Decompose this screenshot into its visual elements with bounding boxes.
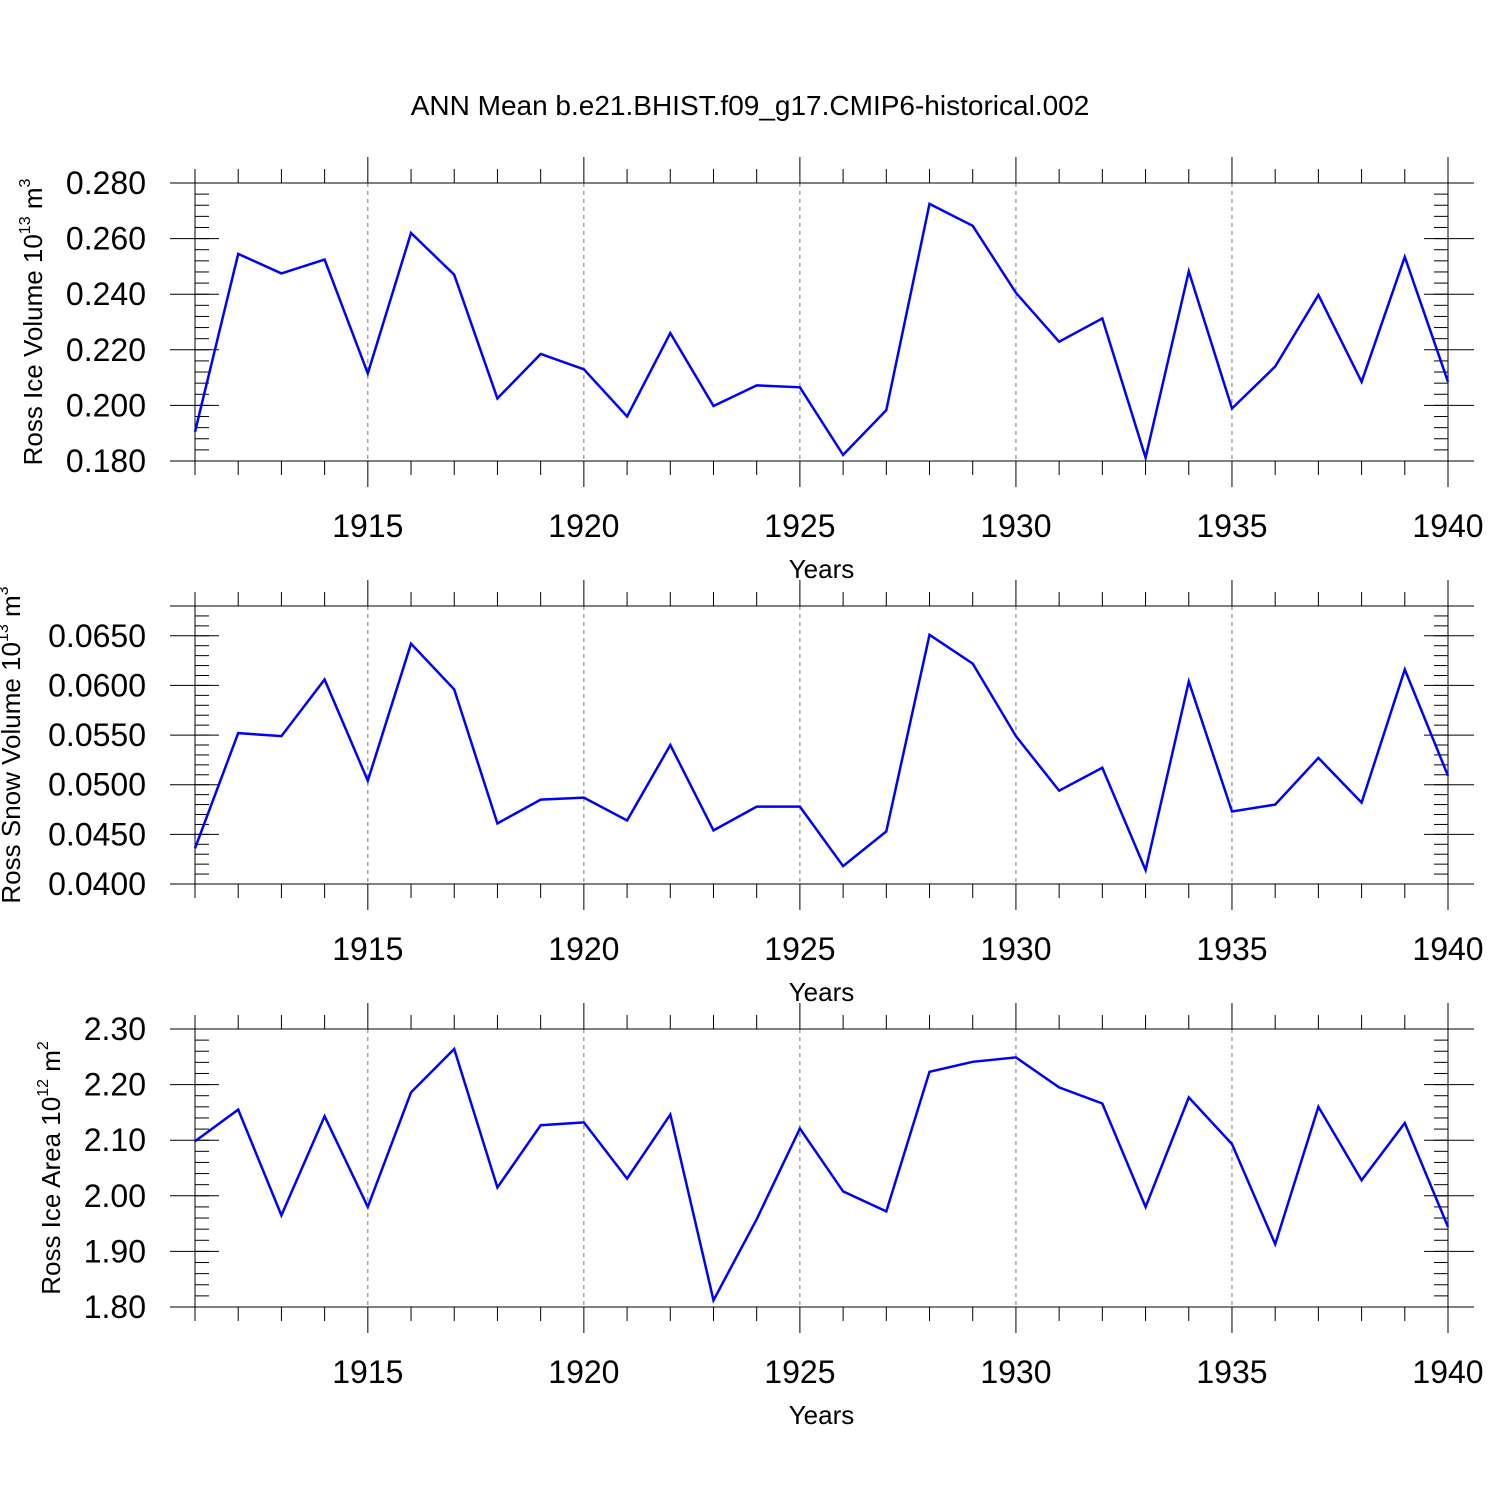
y-tick-label: 2.30 [84, 1011, 146, 1047]
y-tick-label: 0.0450 [48, 816, 146, 852]
y-axis-title: Ross Ice Area 1012 m2 [35, 1041, 66, 1295]
y-tick-label: 0.180 [66, 443, 146, 479]
y-tick-label: 0.0600 [48, 667, 146, 703]
y-tick-label: 1.80 [84, 1289, 146, 1325]
y-tick-label: 0.240 [66, 276, 146, 312]
x-tick-label: 1925 [764, 931, 835, 967]
x-tick-label: 1920 [548, 931, 619, 967]
y-tick-label: 1.90 [84, 1233, 146, 1269]
x-axis-title: Years [789, 977, 855, 1007]
chart-panel-2: 0.0400 0.0450 0.0500 0.0550 0.0600 0.0650 1915… [0, 580, 1484, 1007]
y-tick-label: 0.260 [66, 221, 146, 257]
y-tick-label: 0.200 [66, 387, 146, 423]
x-tick-label: 1915 [332, 931, 403, 967]
y-tick-label: 0.280 [66, 165, 146, 201]
x-tick-label: 1935 [1196, 508, 1267, 544]
x-tick-label: 1915 [332, 1354, 403, 1390]
x-tick-label: 1940 [1412, 508, 1483, 544]
x-tick-label: 1940 [1412, 1354, 1483, 1390]
x-tick-label: 1925 [764, 508, 835, 544]
x-tick-label: 1930 [980, 1354, 1051, 1390]
y-tick-label: 2.20 [84, 1067, 146, 1103]
y-tick-label: 0.220 [66, 332, 146, 368]
x-axis-title: Years [789, 1400, 855, 1430]
x-tick-label: 1915 [332, 508, 403, 544]
series-line [194, 1046, 1450, 1304]
x-tick-label: 1930 [980, 931, 1051, 967]
series-line [193, 632, 1450, 875]
y-tick-label: 0.0650 [48, 618, 146, 654]
y-tick-label: 2.00 [84, 1178, 146, 1214]
x-axis-title: Years [789, 554, 855, 584]
x-tick-label: 1925 [764, 1354, 835, 1390]
x-tick-label: 1940 [1412, 931, 1483, 967]
x-tick-label: 1920 [548, 1354, 619, 1390]
chart-title: ANN Mean b.e21.BHIST.f09_g17.CMIP6-histo… [410, 90, 1090, 121]
y-tick-label: 0.0400 [48, 866, 146, 902]
x-tick-label: 1930 [980, 508, 1051, 544]
chart-panel-1: 0.180 0.200 0.220 0.240 0.260 0.280 1915 1920 19… [17, 157, 1484, 584]
x-tick-label: 1920 [548, 508, 619, 544]
series-line [193, 202, 1450, 463]
x-tick-label: 1935 [1196, 931, 1267, 967]
y-tick-label: 0.0500 [48, 767, 146, 803]
y-axis-title: Ross Ice Volume 1013 m3 [17, 178, 48, 465]
chart-panel-3: 1.80 1.90 2.00 2.10 2.20 2.30 1915 1920 1925 1930… [35, 1003, 1484, 1430]
y-tick-label: 0.0550 [48, 717, 146, 753]
y-tick-label: 2.10 [84, 1122, 146, 1158]
x-tick-label: 1935 [1196, 1354, 1267, 1390]
y-axis-title: Ross Snow Volume 1013 m3 [0, 586, 26, 903]
